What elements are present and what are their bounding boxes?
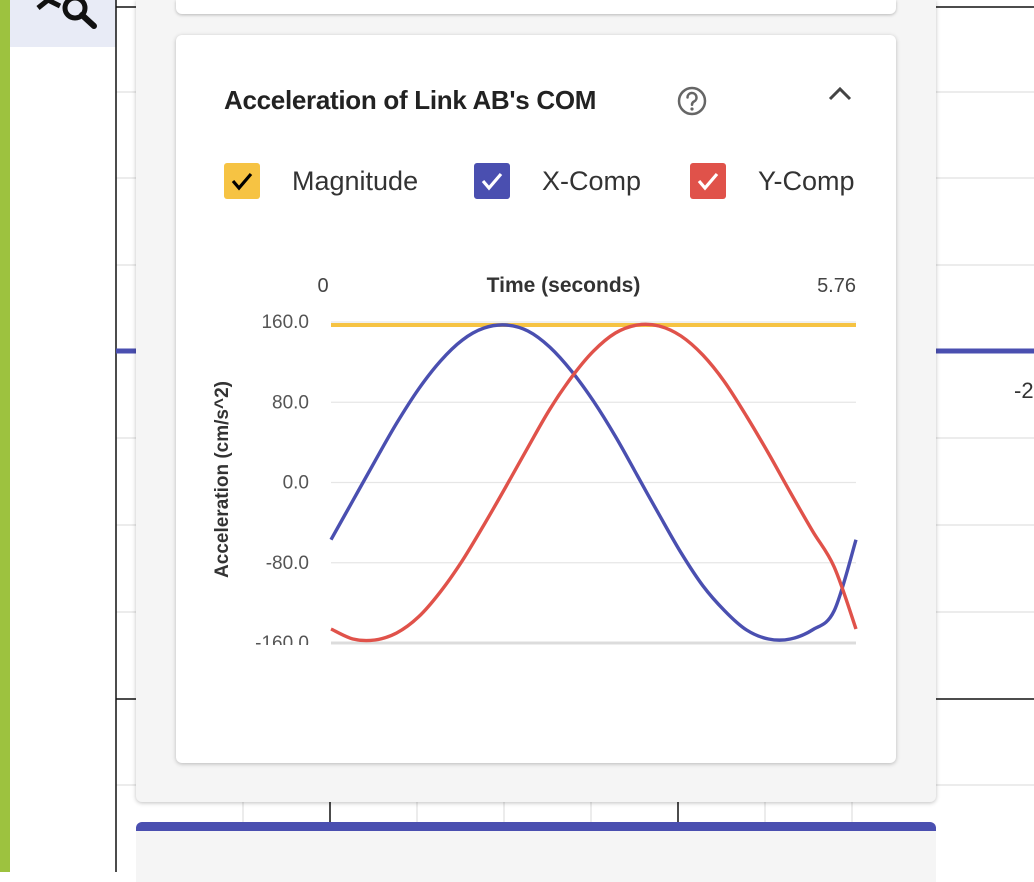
legend-item-y-comp[interactable]: Y-Comp	[690, 163, 880, 201]
help-circle-icon[interactable]	[676, 85, 708, 117]
card-title: Acceleration of Link AB's COM	[224, 85, 597, 115]
acceleration-card: Acceleration of Link AB's COM Magnitude	[176, 35, 896, 763]
y-comp-checkbox[interactable]	[690, 163, 726, 199]
y-axis-label: Acceleration (cm/s^2)	[212, 381, 233, 578]
check-icon	[697, 172, 719, 191]
previous-card	[176, 0, 896, 14]
zoom-tool-button[interactable]	[10, 0, 116, 47]
x-tick-label: 0	[317, 275, 328, 297]
left-accent-bar	[0, 0, 10, 872]
series-line-y-comp	[330, 322, 858, 643]
next-panel	[136, 822, 936, 882]
legend-label-x-comp: X-Comp	[542, 166, 642, 196]
legend-label-y-comp: Y-Comp	[758, 166, 855, 196]
legend-label-magnitude: Magnitude	[292, 166, 419, 196]
x-axis-label: Time (seconds)	[487, 274, 641, 297]
x-comp-checkbox[interactable]	[474, 163, 510, 199]
y-tick-label: 80.0	[272, 392, 309, 413]
magnitude-checkbox[interactable]	[224, 163, 260, 199]
y-tick-label: 160.0	[261, 312, 309, 333]
chevron-up-icon[interactable]	[826, 83, 854, 103]
series-line-x-comp	[329, 323, 858, 642]
acceleration-chart: 160.0 80.0 0.0 -80.0 -160.0 0 5.76 Time (second…	[212, 274, 858, 645]
y-tick-label: -80.0	[266, 553, 309, 574]
analysis-panel: Acceleration of Link AB's COM Magnitude	[136, 0, 936, 802]
check-icon	[231, 172, 253, 191]
x-tick-label: 5.76	[817, 275, 856, 297]
check-icon	[481, 172, 503, 191]
background-axis-label: -2	[1014, 378, 1034, 403]
legend-item-magnitude[interactable]: Magnitude	[224, 163, 444, 201]
zoom-chart-icon	[36, 0, 97, 29]
y-tick-label: -160.0	[255, 633, 309, 645]
legend-item-x-comp[interactable]: X-Comp	[474, 163, 664, 201]
y-tick-label: 0.0	[283, 473, 309, 494]
